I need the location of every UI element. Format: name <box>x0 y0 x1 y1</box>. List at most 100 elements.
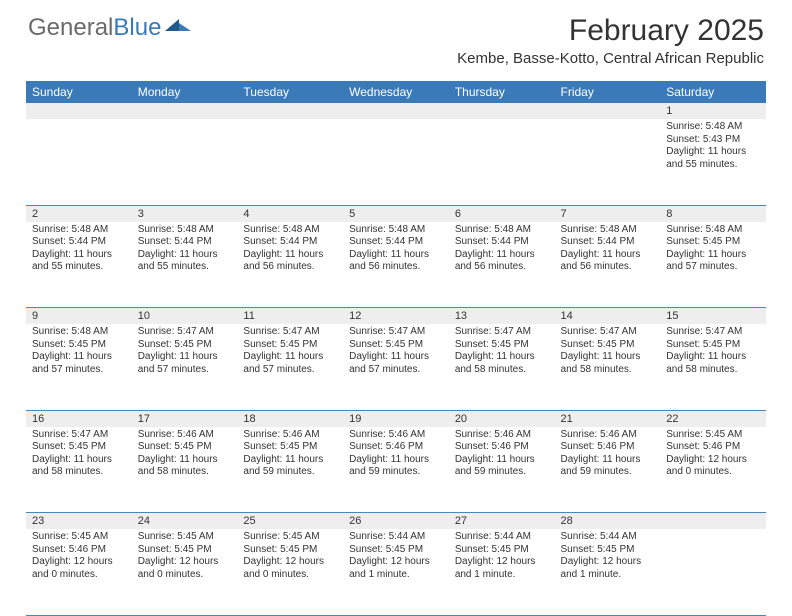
calendar-table: Sunday Monday Tuesday Wednesday Thursday… <box>26 81 766 616</box>
week-row: Sunrise: 5:45 AMSunset: 5:46 PMDaylight:… <box>26 529 766 615</box>
day-number-cell: 28 <box>555 513 661 530</box>
day-body-cell: Sunrise: 5:46 AMSunset: 5:46 PMDaylight:… <box>343 427 449 513</box>
day-body-cell: Sunrise: 5:45 AMSunset: 5:45 PMDaylight:… <box>132 529 238 615</box>
day-details: Sunrise: 5:48 AMSunset: 5:43 PMDaylight:… <box>660 119 766 175</box>
day-number: 15 <box>660 308 766 324</box>
sunrise-text: Sunrise: 5:44 AM <box>349 531 443 544</box>
weekday-header: Sunday <box>26 81 132 103</box>
daylight-text: Daylight: 11 hours and 59 minutes. <box>243 454 337 479</box>
day-number: 20 <box>449 411 555 427</box>
daylight-text: Daylight: 11 hours and 55 minutes. <box>666 146 760 171</box>
day-body-cell: Sunrise: 5:47 AMSunset: 5:45 PMDaylight:… <box>555 324 661 410</box>
day-body-cell: Sunrise: 5:46 AMSunset: 5:46 PMDaylight:… <box>449 427 555 513</box>
daylight-text: Daylight: 11 hours and 59 minutes. <box>561 454 655 479</box>
day-number: 19 <box>343 411 449 427</box>
day-number: 26 <box>343 513 449 529</box>
daylight-text: Daylight: 12 hours and 1 minute. <box>349 556 443 581</box>
day-body-cell: Sunrise: 5:48 AMSunset: 5:45 PMDaylight:… <box>26 324 132 410</box>
day-details: Sunrise: 5:48 AMSunset: 5:44 PMDaylight:… <box>26 222 132 278</box>
sunset-text: Sunset: 5:45 PM <box>455 339 549 352</box>
day-body-cell: Sunrise: 5:48 AMSunset: 5:44 PMDaylight:… <box>26 222 132 308</box>
day-number-cell: 7 <box>555 205 661 222</box>
sunset-text: Sunset: 5:45 PM <box>138 544 232 557</box>
day-number-cell: 15 <box>660 308 766 325</box>
logo-text-general: General <box>28 14 113 42</box>
daylight-text: Daylight: 12 hours and 0 minutes. <box>243 556 337 581</box>
day-number-cell: 5 <box>343 205 449 222</box>
day-number-cell: 16 <box>26 410 132 427</box>
sunrise-text: Sunrise: 5:46 AM <box>243 429 337 442</box>
daylight-text: Daylight: 12 hours and 0 minutes. <box>32 556 126 581</box>
day-number-cell: 24 <box>132 513 238 530</box>
day-details: Sunrise: 5:44 AMSunset: 5:45 PMDaylight:… <box>343 529 449 585</box>
daynum-row: 9101112131415 <box>26 308 766 325</box>
day-number-cell: 18 <box>237 410 343 427</box>
daylight-text: Daylight: 11 hours and 57 minutes. <box>666 249 760 274</box>
day-details: Sunrise: 5:44 AMSunset: 5:45 PMDaylight:… <box>449 529 555 585</box>
day-number: 22 <box>660 411 766 427</box>
daylight-text: Daylight: 11 hours and 55 minutes. <box>32 249 126 274</box>
day-body-cell <box>660 529 766 615</box>
sunrise-text: Sunrise: 5:47 AM <box>561 326 655 339</box>
weekday-header: Tuesday <box>237 81 343 103</box>
sunrise-text: Sunrise: 5:46 AM <box>561 429 655 442</box>
sunset-text: Sunset: 5:43 PM <box>666 134 760 147</box>
day-number: 12 <box>343 308 449 324</box>
day-number: 8 <box>660 206 766 222</box>
daylight-text: Daylight: 11 hours and 56 minutes. <box>243 249 337 274</box>
day-number-cell <box>449 103 555 119</box>
daynum-row: 2345678 <box>26 205 766 222</box>
sunrise-text: Sunrise: 5:48 AM <box>243 224 337 237</box>
day-details: Sunrise: 5:44 AMSunset: 5:45 PMDaylight:… <box>555 529 661 585</box>
daylight-text: Daylight: 11 hours and 57 minutes. <box>243 351 337 376</box>
sunset-text: Sunset: 5:45 PM <box>561 544 655 557</box>
sunrise-text: Sunrise: 5:47 AM <box>32 429 126 442</box>
sunset-text: Sunset: 5:44 PM <box>32 236 126 249</box>
day-number-cell: 6 <box>449 205 555 222</box>
day-number-cell <box>132 103 238 119</box>
day-number-cell <box>555 103 661 119</box>
day-body-cell: Sunrise: 5:46 AMSunset: 5:45 PMDaylight:… <box>132 427 238 513</box>
sunset-text: Sunset: 5:45 PM <box>349 544 443 557</box>
sunrise-text: Sunrise: 5:45 AM <box>32 531 126 544</box>
logo-flag-icon <box>165 14 191 42</box>
logo-text-blue: Blue <box>113 14 161 42</box>
day-details: Sunrise: 5:48 AMSunset: 5:44 PMDaylight:… <box>132 222 238 278</box>
sunrise-text: Sunrise: 5:48 AM <box>32 224 126 237</box>
day-number: 7 <box>555 206 661 222</box>
day-details: Sunrise: 5:47 AMSunset: 5:45 PMDaylight:… <box>449 324 555 380</box>
week-row: Sunrise: 5:48 AMSunset: 5:43 PMDaylight:… <box>26 119 766 205</box>
sunset-text: Sunset: 5:44 PM <box>455 236 549 249</box>
sunrise-text: Sunrise: 5:44 AM <box>561 531 655 544</box>
day-number-cell: 1 <box>660 103 766 119</box>
day-details: Sunrise: 5:46 AMSunset: 5:46 PMDaylight:… <box>555 427 661 483</box>
sunrise-text: Sunrise: 5:47 AM <box>243 326 337 339</box>
day-details: Sunrise: 5:46 AMSunset: 5:45 PMDaylight:… <box>237 427 343 483</box>
day-details: Sunrise: 5:45 AMSunset: 5:46 PMDaylight:… <box>660 427 766 483</box>
day-number-cell: 8 <box>660 205 766 222</box>
logo: GeneralBlue <box>28 14 191 42</box>
day-body-cell: Sunrise: 5:45 AMSunset: 5:46 PMDaylight:… <box>660 427 766 513</box>
day-details: Sunrise: 5:47 AMSunset: 5:45 PMDaylight:… <box>26 427 132 483</box>
day-body-cell: Sunrise: 5:48 AMSunset: 5:44 PMDaylight:… <box>132 222 238 308</box>
day-body-cell: Sunrise: 5:48 AMSunset: 5:44 PMDaylight:… <box>343 222 449 308</box>
calendar-body: 1Sunrise: 5:48 AMSunset: 5:43 PMDaylight… <box>26 103 766 615</box>
day-details: Sunrise: 5:47 AMSunset: 5:45 PMDaylight:… <box>343 324 449 380</box>
day-body-cell <box>237 119 343 205</box>
day-number-cell: 26 <box>343 513 449 530</box>
day-body-cell: Sunrise: 5:47 AMSunset: 5:45 PMDaylight:… <box>26 427 132 513</box>
day-details: Sunrise: 5:47 AMSunset: 5:45 PMDaylight:… <box>660 324 766 380</box>
day-number-cell: 13 <box>449 308 555 325</box>
day-body-cell: Sunrise: 5:48 AMSunset: 5:44 PMDaylight:… <box>449 222 555 308</box>
day-number: 28 <box>555 513 661 529</box>
day-number: 17 <box>132 411 238 427</box>
day-details: Sunrise: 5:47 AMSunset: 5:45 PMDaylight:… <box>237 324 343 380</box>
day-number: 2 <box>26 206 132 222</box>
weekday-header: Friday <box>555 81 661 103</box>
sunrise-text: Sunrise: 5:48 AM <box>666 121 760 134</box>
day-body-cell: Sunrise: 5:47 AMSunset: 5:45 PMDaylight:… <box>132 324 238 410</box>
location-subtitle: Kembe, Basse-Kotto, Central African Repu… <box>457 50 764 67</box>
daylight-text: Daylight: 11 hours and 57 minutes. <box>32 351 126 376</box>
sunrise-text: Sunrise: 5:46 AM <box>138 429 232 442</box>
daylight-text: Daylight: 11 hours and 59 minutes. <box>455 454 549 479</box>
